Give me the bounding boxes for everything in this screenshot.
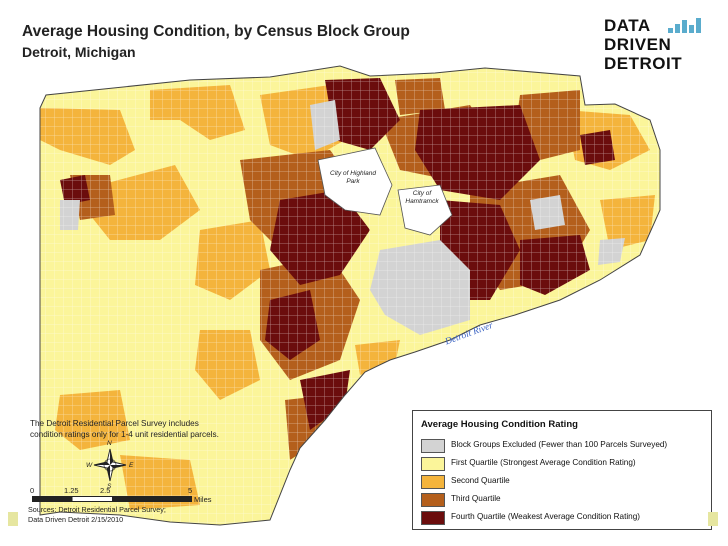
scale-bar: 0 1.25 2.5 5 Miles — [30, 486, 220, 506]
logo-line-driven: DRIVEN — [604, 35, 672, 54]
logo-bars-icon — [668, 17, 704, 33]
label-highland-park: City of Highland Park — [330, 170, 376, 185]
compass-n: N — [107, 440, 112, 447]
slide-corner-mark-right — [708, 512, 718, 526]
scale-tick-1: 1.25 — [64, 486, 79, 495]
sources: Sources: Detroit Residential Parcel Surv… — [28, 505, 166, 525]
legend-swatch-excluded — [421, 439, 445, 453]
slide-corner-mark-left — [8, 512, 18, 526]
logo-line-detroit: DETROIT — [604, 54, 683, 73]
scale-bar-graphic — [32, 496, 192, 502]
compass-rose-icon — [93, 448, 127, 482]
sources-line2: Data Driven Detroit 2/15/2010 — [28, 515, 124, 524]
survey-note-line2: condition ratings only for 1-4 unit resi… — [30, 430, 219, 439]
compass-s: S — [107, 483, 112, 490]
legend-item-first-quartile: First Quartile (Strongest Average Condit… — [421, 457, 709, 471]
scale-tick-0: 0 — [30, 486, 35, 495]
data-driven-detroit-logo: DATA DRIVEN DETROIT — [604, 17, 704, 75]
logo-line-data: DATA — [604, 16, 651, 35]
sources-line1: Sources: Detroit Residential Parcel Surv… — [28, 505, 166, 514]
legend-label-third-quartile: Third Quartile — [451, 494, 501, 503]
scale-unit: Miles — [194, 495, 212, 504]
legend-label-second-quartile: Second Quartile — [451, 476, 510, 485]
legend-label-fourth-quartile: Fourth Quartile (Weakest Average Conditi… — [451, 512, 641, 521]
survey-note-line1: The Detroit Residential Parcel Survey in… — [30, 419, 199, 428]
compass-e: E — [129, 462, 134, 469]
legend-label-first-quartile: First Quartile (Strongest Average Condit… — [451, 458, 636, 467]
survey-note: The Detroit Residential Parcel Survey in… — [30, 418, 250, 440]
legend-item-excluded: Block Groups Excluded (Fewer than 100 Pa… — [421, 439, 709, 453]
city-boundary — [39, 65, 661, 526]
legend-item-third-quartile: Third Quartile — [421, 493, 709, 507]
legend-title: Average Housing Condition Rating — [421, 419, 578, 430]
legend-item-second-quartile: Second Quartile — [421, 475, 709, 489]
legend-swatch-first-quartile — [421, 457, 445, 471]
map-title: Average Housing Condition, by Census Blo… — [22, 23, 410, 40]
compass-w: W — [86, 462, 93, 469]
map-legend: Average Housing Condition Rating Block G… — [412, 410, 712, 530]
legend-label-excluded: Block Groups Excluded (Fewer than 100 Pa… — [451, 440, 668, 449]
label-hamtramck: City of Hamtramck — [405, 190, 439, 205]
map-subtitle: Detroit, Michigan — [22, 44, 136, 60]
scale-tick-2: 2.5 — [100, 486, 111, 495]
scale-tick-3: 5 — [188, 486, 193, 495]
legend-swatch-fourth-quartile — [421, 511, 445, 525]
legend-swatch-second-quartile — [421, 475, 445, 489]
legend-item-fourth-quartile: Fourth Quartile (Weakest Average Conditi… — [421, 511, 709, 525]
legend-swatch-third-quartile — [421, 493, 445, 507]
